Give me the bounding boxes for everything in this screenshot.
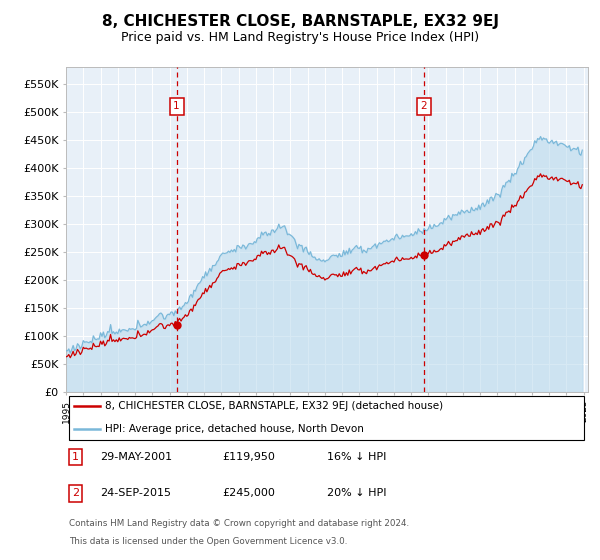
Text: 1: 1 — [173, 101, 180, 111]
Text: 29-MAY-2001: 29-MAY-2001 — [100, 452, 172, 462]
Text: 16% ↓ HPI: 16% ↓ HPI — [327, 452, 386, 462]
Text: 2: 2 — [421, 101, 427, 111]
Text: This data is licensed under the Open Government Licence v3.0.: This data is licensed under the Open Gov… — [68, 537, 347, 546]
Text: Contains HM Land Registry data © Crown copyright and database right 2024.: Contains HM Land Registry data © Crown c… — [68, 519, 409, 528]
Text: £119,950: £119,950 — [223, 452, 275, 462]
Text: 24-SEP-2015: 24-SEP-2015 — [100, 488, 171, 498]
Text: 1: 1 — [72, 452, 79, 462]
Text: HPI: Average price, detached house, North Devon: HPI: Average price, detached house, Nort… — [105, 424, 364, 434]
Text: 20% ↓ HPI: 20% ↓ HPI — [327, 488, 386, 498]
FancyBboxPatch shape — [68, 395, 584, 440]
Text: £245,000: £245,000 — [223, 488, 275, 498]
Text: 8, CHICHESTER CLOSE, BARNSTAPLE, EX32 9EJ (detached house): 8, CHICHESTER CLOSE, BARNSTAPLE, EX32 9E… — [105, 400, 443, 410]
Text: 2: 2 — [72, 488, 79, 498]
Text: Price paid vs. HM Land Registry's House Price Index (HPI): Price paid vs. HM Land Registry's House … — [121, 31, 479, 44]
Text: 8, CHICHESTER CLOSE, BARNSTAPLE, EX32 9EJ: 8, CHICHESTER CLOSE, BARNSTAPLE, EX32 9E… — [101, 14, 499, 29]
